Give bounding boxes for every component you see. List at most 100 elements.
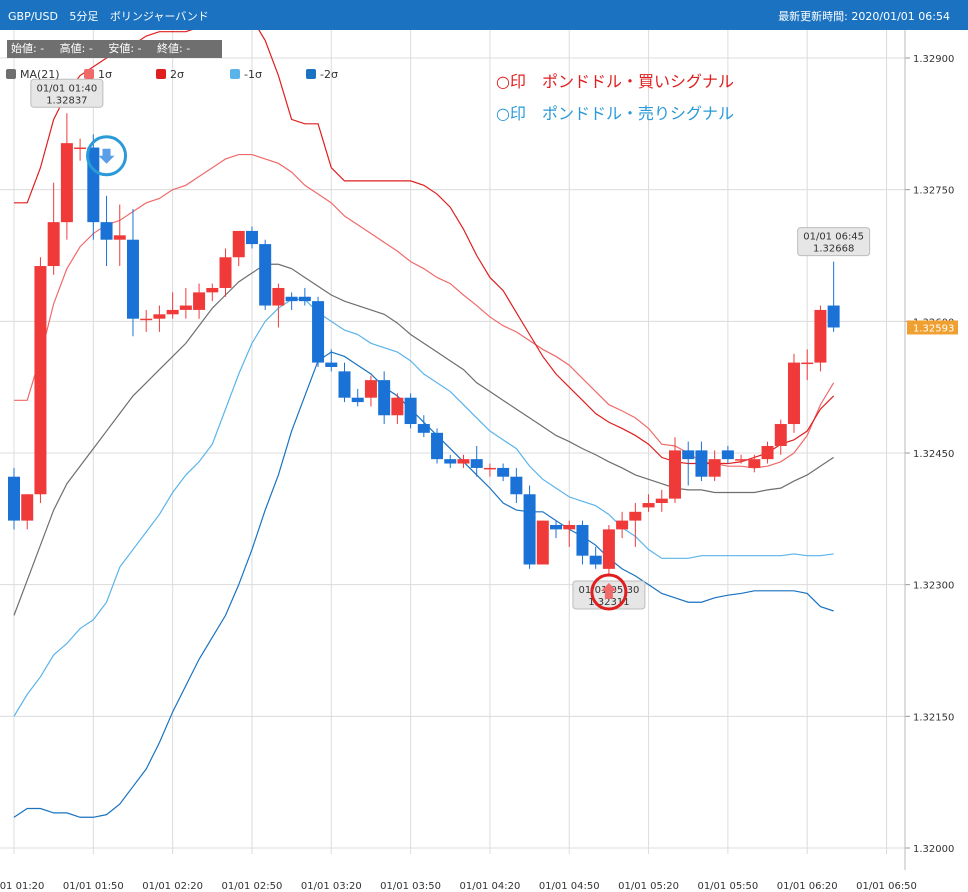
x-tick-label: 01/01 05:50 — [697, 881, 758, 892]
candle — [351, 388, 364, 407]
candle — [312, 296, 325, 367]
candle — [219, 248, 232, 297]
tooltip-box — [797, 227, 871, 257]
candle — [404, 393, 417, 429]
candle — [378, 371, 391, 425]
candle-body — [8, 476, 20, 521]
candle-body — [589, 555, 602, 565]
candle — [457, 454, 470, 468]
legend-label: MA(21) — [20, 68, 60, 81]
candle-body — [219, 257, 232, 288]
x-tick-label: 01/01 06:50 — [856, 881, 917, 892]
candle-body — [470, 459, 483, 468]
sell-signal-circle — [86, 135, 128, 177]
candle-body — [497, 467, 510, 477]
candle-body — [378, 380, 391, 416]
x-tick-label: 01/01 03:20 — [301, 881, 362, 892]
candle-body — [259, 244, 272, 306]
candle-body — [404, 397, 417, 425]
chart-canvas[interactable]: 1.329001.327501.326001.324501.323001.321… — [0, 30, 968, 892]
band-ma21 — [13, 263, 834, 616]
candle — [232, 230, 245, 267]
candle — [827, 261, 840, 332]
y-tick-label: 1.32000 — [913, 844, 954, 855]
candle — [179, 287, 192, 319]
legend-item-minus2[interactable]: -2σ — [306, 68, 338, 81]
x-tick-label: 01/01 02:20 — [142, 881, 203, 892]
candle — [444, 454, 457, 468]
candle — [801, 349, 814, 381]
candle-body — [761, 445, 774, 460]
candle — [576, 520, 589, 565]
candle-body — [655, 498, 668, 504]
chart-header: GBP/USD 5分足 ボリンジャーバンド 最新更新時間: 2020/01/01… — [0, 0, 968, 30]
grid — [0, 30, 905, 854]
tooltip-price: 1.32311 — [588, 597, 629, 608]
tooltip-price: 1.32837 — [46, 95, 87, 106]
open-value: 始値: - — [11, 42, 45, 55]
candle — [140, 309, 153, 332]
candle — [497, 463, 510, 482]
candle — [259, 239, 272, 310]
candle — [669, 437, 681, 504]
candle — [21, 494, 34, 530]
x-axis: 01/01 01:20 01/01 01:50 01/01 02:20 01/01 0… — [0, 881, 917, 892]
candle — [550, 520, 563, 539]
x-tick-label: 01/01 06:20 — [777, 881, 838, 892]
sell-signal-caption: ○印 ポンドドル・売りシグナル — [496, 104, 734, 123]
low-value: 安値: - — [108, 42, 142, 55]
candle — [787, 353, 800, 433]
candle — [616, 511, 629, 539]
legend-swatch — [6, 69, 16, 79]
candle — [34, 257, 47, 504]
candle-body — [298, 296, 311, 302]
candle-body — [100, 222, 113, 240]
candle-body — [47, 222, 60, 267]
candle — [364, 375, 377, 407]
tooltip-price: 1.32668 — [813, 244, 854, 255]
candle — [761, 441, 774, 464]
candle-body — [721, 450, 734, 460]
candle-body — [391, 397, 404, 416]
candle-body — [774, 424, 787, 446]
candle — [629, 503, 642, 547]
candle-body — [708, 459, 721, 477]
candle — [325, 349, 338, 372]
candle-body — [510, 476, 523, 495]
candle-body — [285, 296, 298, 302]
candle-body — [325, 362, 338, 367]
candle — [338, 362, 351, 403]
candle-body — [563, 524, 576, 530]
pair-label: GBP/USD — [8, 10, 58, 23]
high-value: 高値: - — [59, 42, 93, 55]
legend-item-plus1[interactable]: 1σ — [84, 68, 112, 81]
candle-body — [444, 459, 457, 464]
candle — [417, 415, 430, 438]
y-tick-label: 1.32750 — [913, 186, 954, 197]
candle-body — [351, 397, 364, 403]
candle — [708, 450, 721, 482]
candle-body — [787, 362, 800, 425]
candle-body — [748, 459, 761, 468]
ohlc-bar: 始値: - 高値: - 安値: - 終値: - — [7, 40, 222, 58]
candle-body — [536, 520, 549, 565]
y-tick-label: 1.32450 — [913, 449, 954, 460]
candle-body — [669, 450, 681, 499]
candle-body — [272, 287, 285, 306]
candle-body — [21, 494, 34, 521]
candle — [8, 467, 20, 530]
candle-body — [126, 239, 139, 319]
legend-item-minus1[interactable]: -1σ — [230, 68, 262, 81]
candle — [391, 393, 404, 425]
candle — [602, 524, 615, 576]
candle — [695, 441, 708, 482]
legend-swatch — [156, 69, 166, 79]
candles — [8, 113, 840, 576]
candle-body — [166, 309, 179, 315]
legend-item-ma21[interactable]: MA(21) — [6, 68, 60, 81]
current-price-badge — [907, 320, 958, 335]
legend-item-plus2[interactable]: 2σ — [156, 68, 184, 81]
candle-body — [417, 424, 430, 433]
candle-body — [576, 524, 589, 556]
band-minus1 — [13, 298, 834, 717]
